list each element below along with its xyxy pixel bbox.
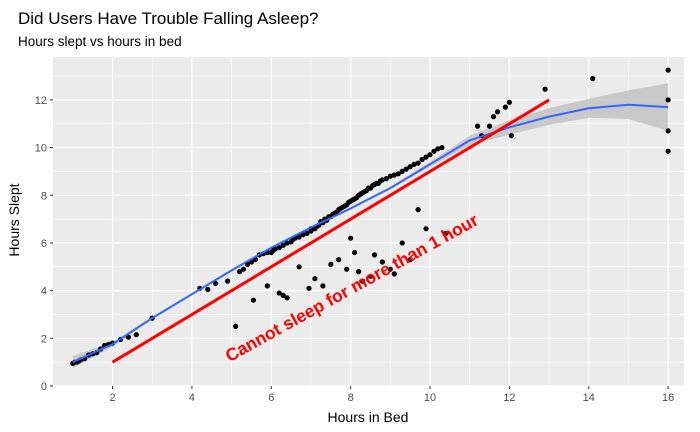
y-tick-label: 2 xyxy=(41,333,47,345)
x-tick-label: 6 xyxy=(268,392,274,404)
y-tick-label: 4 xyxy=(41,286,47,298)
data-point xyxy=(419,156,425,163)
data-point xyxy=(490,114,497,120)
data-point xyxy=(407,164,413,170)
data-point xyxy=(371,252,378,258)
x-tick-label: 12 xyxy=(503,392,515,404)
y-tick-label: 12 xyxy=(35,95,47,107)
data-point xyxy=(486,123,493,129)
data-point xyxy=(284,295,290,301)
x-tick-label: 4 xyxy=(189,392,195,404)
x-tick-label: 16 xyxy=(662,392,674,404)
data-point xyxy=(494,109,501,115)
data-point xyxy=(240,266,247,272)
data-point xyxy=(312,276,318,282)
data-point xyxy=(133,332,139,338)
y-axis-title: Hours Slept xyxy=(6,183,22,256)
data-point xyxy=(304,230,310,236)
trend-line xyxy=(72,103,669,364)
x-tick-label: 14 xyxy=(583,392,595,404)
reference-line xyxy=(111,98,550,364)
data-point xyxy=(284,240,290,246)
data-point xyxy=(508,133,514,139)
y-tick-label: 0 xyxy=(41,381,47,393)
data-point xyxy=(423,226,429,232)
data-point xyxy=(328,261,334,267)
data-point xyxy=(443,230,449,236)
data-point xyxy=(264,283,270,289)
data-point xyxy=(320,283,326,289)
reference-line-segment xyxy=(111,98,550,364)
data-point xyxy=(356,269,362,275)
data-point xyxy=(352,249,358,256)
data-point xyxy=(383,176,389,182)
y-tick-label: 10 xyxy=(35,143,47,155)
confidence-band xyxy=(72,83,669,369)
data-point xyxy=(399,168,405,174)
y-axis-ticks: 0 2 4 6 8 10 12 xyxy=(35,95,53,393)
data-point xyxy=(336,257,342,263)
data-point xyxy=(395,171,401,177)
data-point xyxy=(250,297,256,303)
data-point xyxy=(387,173,393,179)
data-point xyxy=(280,292,286,298)
data-point xyxy=(225,278,231,284)
data-point xyxy=(423,154,429,160)
y-tick-label: 8 xyxy=(41,190,47,202)
confidence-band-area xyxy=(72,83,669,369)
data-point xyxy=(306,285,312,291)
data-point xyxy=(439,145,445,151)
data-point xyxy=(427,152,433,158)
data-point xyxy=(431,148,437,154)
data-point xyxy=(387,266,393,272)
data-point xyxy=(359,278,366,284)
data-point xyxy=(236,269,243,275)
data-point xyxy=(399,240,405,246)
data-point xyxy=(502,104,508,110)
data-point xyxy=(391,172,397,178)
data-point xyxy=(590,75,596,82)
data-point xyxy=(475,123,481,129)
x-tick-label: 10 xyxy=(424,392,436,404)
data-point xyxy=(415,160,421,166)
data-point xyxy=(415,207,421,213)
data-point xyxy=(296,264,302,270)
data-point xyxy=(411,161,417,167)
data-point xyxy=(233,323,239,329)
data-point xyxy=(665,97,671,103)
data-point xyxy=(665,148,671,154)
data-point xyxy=(403,166,409,172)
data-point xyxy=(407,257,413,263)
data-point xyxy=(276,290,282,296)
chart-title: Did Users Have Trouble Falling Asleep? xyxy=(18,9,318,28)
chart-subtitle: Hours slept vs hours in bed xyxy=(18,34,182,49)
major-gridlines xyxy=(53,57,684,387)
trend-line-path xyxy=(72,103,669,364)
x-tick-label: 8 xyxy=(348,392,354,404)
data-point xyxy=(213,280,219,287)
data-point xyxy=(379,259,385,265)
x-axis-title: Hours in Bed xyxy=(328,409,409,425)
data-point xyxy=(435,146,441,152)
data-point xyxy=(542,86,548,92)
data-point xyxy=(379,177,385,183)
data-point xyxy=(344,266,350,272)
y-tick-label: 6 xyxy=(41,238,47,250)
data-point xyxy=(391,271,397,277)
data-point xyxy=(296,234,302,240)
data-point xyxy=(280,242,286,248)
x-axis-ticks: 2 4 6 8 10 12 14 16 xyxy=(109,386,674,404)
data-point xyxy=(665,128,671,134)
x-tick-label: 2 xyxy=(109,392,115,404)
data-point xyxy=(506,99,512,105)
data-point xyxy=(367,273,374,279)
data-point xyxy=(272,246,278,252)
data-point xyxy=(205,286,211,292)
data-point xyxy=(276,245,282,251)
data-point xyxy=(348,235,354,241)
data-point xyxy=(665,67,671,73)
